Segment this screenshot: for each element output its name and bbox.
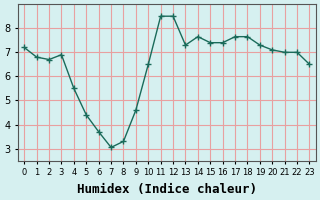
X-axis label: Humidex (Indice chaleur): Humidex (Indice chaleur) bbox=[77, 183, 257, 196]
